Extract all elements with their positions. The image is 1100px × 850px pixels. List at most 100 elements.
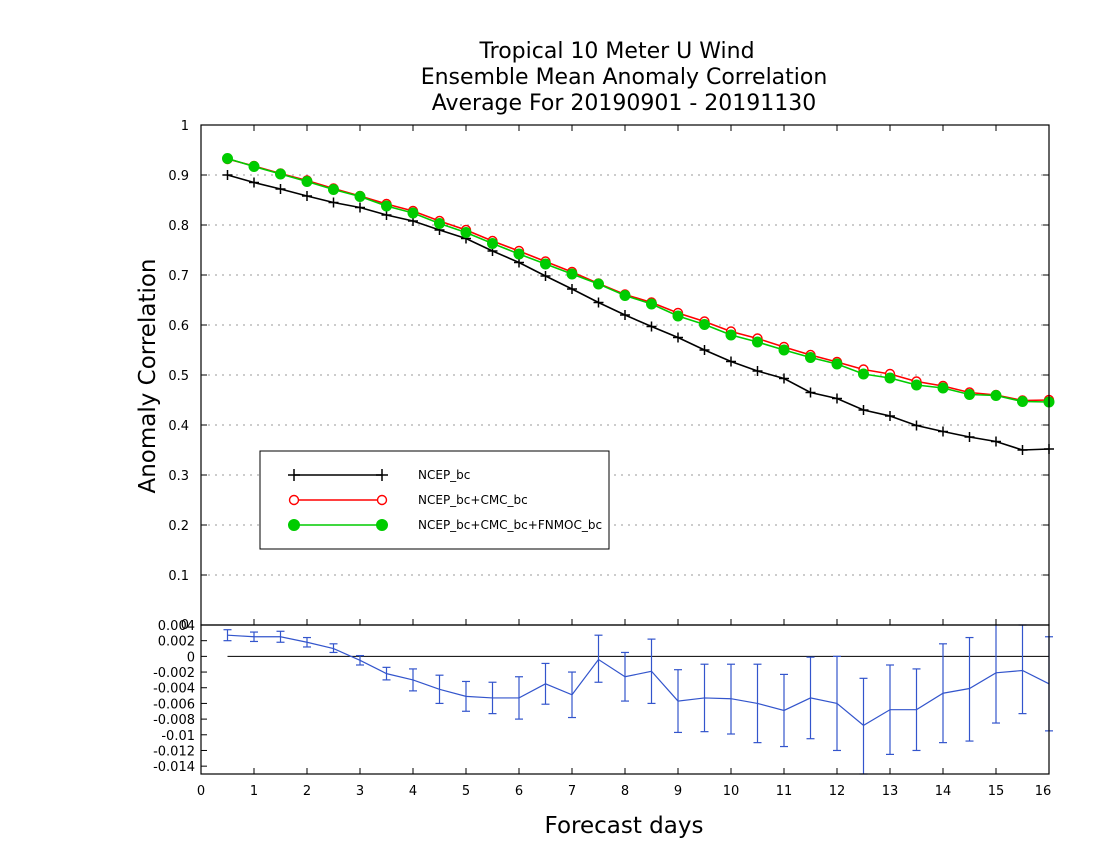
legend-marker-filled-circle xyxy=(376,519,388,531)
bottom-y-tick-label: 0 xyxy=(187,650,195,665)
x-tick-label: 9 xyxy=(674,784,682,799)
data-point-filled-circle xyxy=(672,310,684,322)
top-y-tick-label: 0.7 xyxy=(168,269,189,284)
bottom-y-tick-label: 0.004 xyxy=(158,619,195,634)
data-point-filled-circle xyxy=(513,248,525,260)
data-point-plus xyxy=(302,191,312,201)
data-point-plus xyxy=(673,332,683,343)
top-y-tick-label: 0.4 xyxy=(168,419,189,434)
x-tick-label: 11 xyxy=(776,784,793,799)
data-point-plus xyxy=(726,356,736,367)
data-point-plus xyxy=(646,321,657,332)
data-point-filled-circle xyxy=(778,344,790,356)
x-tick-label: 4 xyxy=(409,784,417,799)
legend-marker-open-circle xyxy=(288,494,300,506)
top-panel-y-ticks: 0.1 0.2 0.3 0.4 0.5 0.6 0.7 0.8 0.9 1 0 xyxy=(168,119,1049,633)
data-point-plus xyxy=(620,310,630,320)
data-point-filled-circle xyxy=(699,319,710,330)
data-point-plus xyxy=(911,420,922,431)
error-bar xyxy=(992,625,1000,724)
x-tick-label: 0 xyxy=(197,784,205,799)
x-tick-label: 6 xyxy=(515,784,523,799)
data-point-plus xyxy=(249,177,259,188)
legend-entry: NCEP_bc xyxy=(288,468,470,482)
bottom-y-tick-label: -0.01 xyxy=(161,729,195,744)
top-y-tick-label: 0.5 xyxy=(168,369,189,384)
data-point-filled-circle xyxy=(407,207,419,219)
x-tick-label: 16 xyxy=(1035,784,1052,799)
data-point-filled-circle xyxy=(222,153,233,164)
x-tick-label: 14 xyxy=(935,784,952,799)
data-point-filled-circle xyxy=(434,218,445,229)
data-point-filled-circle xyxy=(248,161,260,172)
legend-entry: NCEP_bc+CMC_bc xyxy=(288,493,528,507)
top-y-tick-label: 0.3 xyxy=(168,469,189,484)
data-point-plus xyxy=(567,284,577,294)
error-bar xyxy=(1018,624,1027,715)
bottom-y-tick-label: -0.008 xyxy=(153,713,195,728)
data-point-plus xyxy=(752,366,763,376)
data-point-filled-circle xyxy=(805,352,816,363)
data-point-filled-circle xyxy=(301,176,313,187)
data-point-plus xyxy=(381,210,392,220)
data-point-plus xyxy=(991,436,1001,447)
data-point-plus xyxy=(540,271,551,281)
x-tick-label: 15 xyxy=(988,784,1005,799)
data-point-filled-circle xyxy=(646,298,657,310)
x-tick-label: 7 xyxy=(568,784,576,799)
difference-line xyxy=(227,634,1050,727)
bottom-panel-y-ticks: 0.0040.0020-0.002-0.004-0.006-0.008-0.01… xyxy=(153,619,1049,775)
data-point-filled-circle xyxy=(460,227,472,238)
y-axis-label: Anomaly Correlation xyxy=(135,258,161,493)
x-tick-label: 10 xyxy=(723,784,740,799)
data-point-filled-circle xyxy=(487,238,498,249)
data-point-filled-circle xyxy=(964,389,975,400)
error-bar xyxy=(594,634,603,683)
top-y-tick-label: 0.1 xyxy=(168,569,189,584)
legend-marker-filled-circle xyxy=(288,519,300,531)
data-point-plus xyxy=(832,393,842,404)
top-y-tick-label: 1 xyxy=(181,119,189,134)
data-point-filled-circle xyxy=(354,191,366,202)
top-y-tick-label: 0 xyxy=(181,618,189,633)
legend-marker-open-circle xyxy=(376,494,388,506)
data-point-plus xyxy=(858,405,869,415)
data-point-filled-circle xyxy=(619,290,631,301)
error-bar xyxy=(965,636,974,742)
data-point-filled-circle xyxy=(884,372,896,384)
data-point-plus xyxy=(805,387,816,398)
top-y-tick-label: 0.6 xyxy=(168,319,189,334)
bottom-y-tick-label: 0.002 xyxy=(158,635,195,650)
data-point-plus xyxy=(275,184,286,194)
data-point-filled-circle xyxy=(911,379,922,391)
data-point-filled-circle xyxy=(593,278,604,290)
bottom-panel-difference-series xyxy=(223,624,1053,775)
x-tick-label: 5 xyxy=(462,784,470,799)
data-point-plus xyxy=(328,197,339,208)
data-point-plus xyxy=(779,373,789,384)
data-point-filled-circle xyxy=(858,368,869,380)
legend-label: NCEP_bc+CMC_bc+FNMOC_bc xyxy=(418,518,602,532)
chart-title-line-3: Average For 20190901 - 20191130 xyxy=(432,91,817,116)
series-line-2 xyxy=(227,158,1050,402)
x-tick-label: 2 xyxy=(303,784,311,799)
top-y-tick-label: 0.9 xyxy=(168,169,189,184)
bottom-panel-frame xyxy=(200,624,1050,775)
top-y-tick-label: 0.8 xyxy=(168,219,189,234)
chart-title-line-2: Ensemble Mean Anomaly Correlation xyxy=(421,65,828,90)
series-line-1 xyxy=(227,174,1050,451)
data-point-filled-circle xyxy=(937,382,949,394)
legend-label: NCEP_bc+CMC_bc xyxy=(418,493,528,507)
data-point-plus xyxy=(885,411,895,421)
top-panel-series xyxy=(222,153,1055,455)
data-point-plus xyxy=(1017,445,1028,455)
top-y-tick-label: 0.2 xyxy=(168,519,189,534)
x-tick-label: 12 xyxy=(829,784,846,799)
data-point-filled-circle xyxy=(540,258,551,270)
data-point-plus xyxy=(222,170,233,180)
x-axis-label: Forecast days xyxy=(545,813,704,839)
series-line-3 xyxy=(227,157,1050,403)
data-point-plus xyxy=(699,345,710,355)
x-tick-label: 3 xyxy=(356,784,364,799)
